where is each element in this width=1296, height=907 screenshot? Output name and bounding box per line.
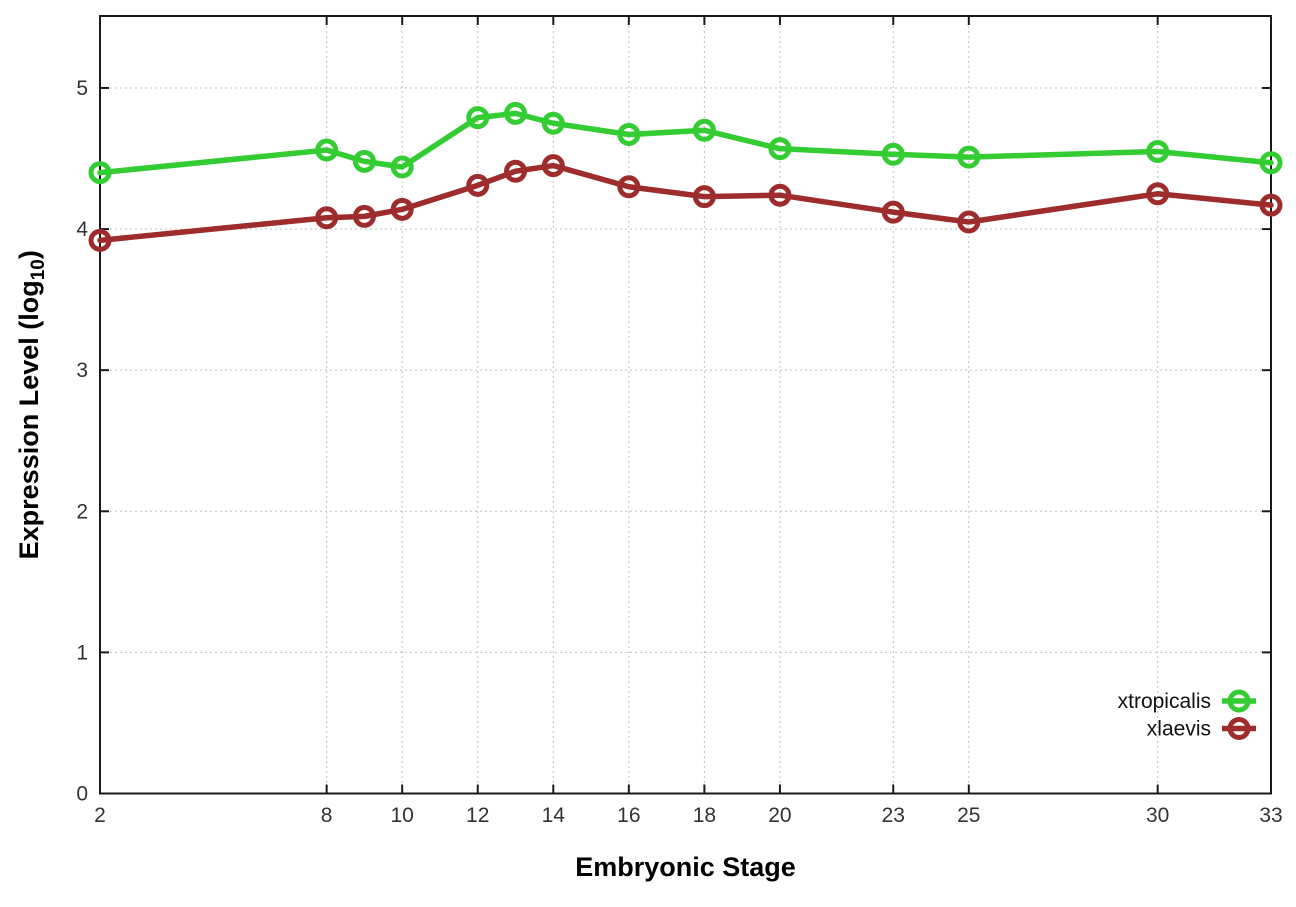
x-tick-label: 20 [768,804,791,827]
legend-label-xtropicalis: xtropicalis [1118,690,1211,713]
x-tick-label: 12 [466,804,489,827]
data-point-xlaevis [352,204,376,228]
y-tick-label: 2 [76,500,88,523]
data-point-xtropicalis [617,123,641,147]
data-point-xtropicalis [88,161,112,185]
data-point-xtropicalis [541,111,565,135]
series-line-xlaevis [97,162,1274,244]
y-tick-label: 4 [76,218,88,241]
data-point-xlaevis [617,175,641,199]
x-tick-label: 14 [542,804,566,827]
data-point-xtropicalis [390,155,414,179]
data-point-xlaevis [466,173,490,197]
data-point-xlaevis [541,154,565,178]
data-point-xtropicalis [881,142,905,166]
data-point-xlaevis [768,183,792,207]
data-point-xtropicalis [957,145,981,169]
x-tick-label: 8 [321,804,333,827]
plot-border [99,15,1272,795]
y-tick-label: 5 [76,77,88,100]
x-tick-label: 18 [693,804,716,827]
data-point-xlaevis [1146,182,1170,206]
legend-sample-marker-xtropicalis [1227,689,1251,713]
x-tick-label: 30 [1146,804,1169,827]
x-tick-label: 10 [391,804,414,827]
y-axis-title: Expression Level (log10) [14,250,49,559]
data-point-xtropicalis [315,138,339,162]
x-tick-label: 23 [882,804,905,827]
x-tick-label: 33 [1259,804,1282,827]
data-point-xtropicalis [504,101,528,125]
legend-sample-marker-xlaevis [1227,717,1251,740]
data-point-xtropicalis [1259,151,1283,175]
data-point-xtropicalis [768,137,792,161]
legend-label-xlaevis: xlaevis [1147,718,1211,741]
y-tick-label: 0 [76,783,88,806]
y-tick-label: 1 [76,641,88,664]
data-point-xlaevis [315,206,339,230]
data-point-xtropicalis [352,149,376,173]
data-point-xlaevis [692,185,716,209]
data-point-xtropicalis [692,118,716,142]
data-point-xlaevis [88,228,112,252]
x-tick-label: 2 [94,804,106,827]
data-point-xlaevis [1259,193,1283,217]
series-line-xtropicalis [97,110,1274,176]
x-tick-label: 25 [957,804,980,827]
data-point-xlaevis [504,159,528,183]
x-tick-label: 16 [617,804,640,827]
x-axis-title: Embryonic Stage [575,852,796,882]
data-point-xtropicalis [1146,139,1170,163]
data-point-xlaevis [957,210,981,234]
data-point-xtropicalis [466,106,490,130]
data-point-xlaevis [881,200,905,224]
data-point-xlaevis [390,197,414,221]
y-tick-label: 3 [76,359,88,382]
